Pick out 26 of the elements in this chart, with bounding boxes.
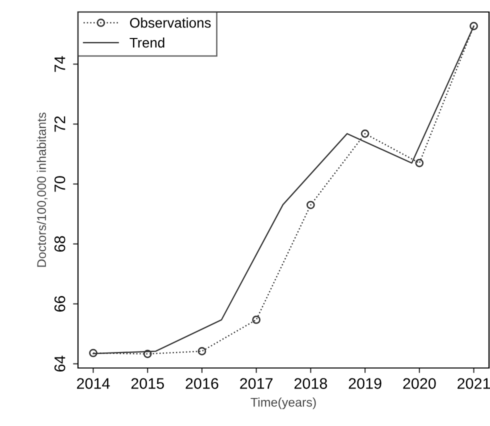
x-tick-label: 2021 [458,378,490,389]
y-tick-label: 66 [54,296,66,312]
point [198,347,206,356]
y-axis-title: Doctors/100,000 inhabitants [36,112,48,267]
point [360,129,370,138]
legend-label: Trend [130,37,164,48]
y-tick-label: 72 [54,116,66,132]
x-tick-label: 2016 [186,378,218,389]
x-tick-label: 2020 [403,378,436,389]
y-tick-label: 64 [54,356,66,372]
x-tick-label: 2017 [240,378,273,389]
point [252,316,260,324]
point [143,350,152,358]
y-tick-label: 74 [54,56,66,72]
x-tick-label: 2015 [131,378,164,389]
point [306,200,315,210]
x-tick-label: 2014 [77,378,110,389]
y-tick-label: 70 [54,176,66,192]
legend-label: Observations [130,18,211,28]
point [415,158,424,168]
point [89,348,98,358]
x-axis-title: Time(years) [250,398,316,410]
y-tick-label: 68 [54,236,66,252]
point [470,22,478,30]
x-tick-label: 2019 [348,378,382,389]
x-tick-label: 2018 [294,378,328,389]
